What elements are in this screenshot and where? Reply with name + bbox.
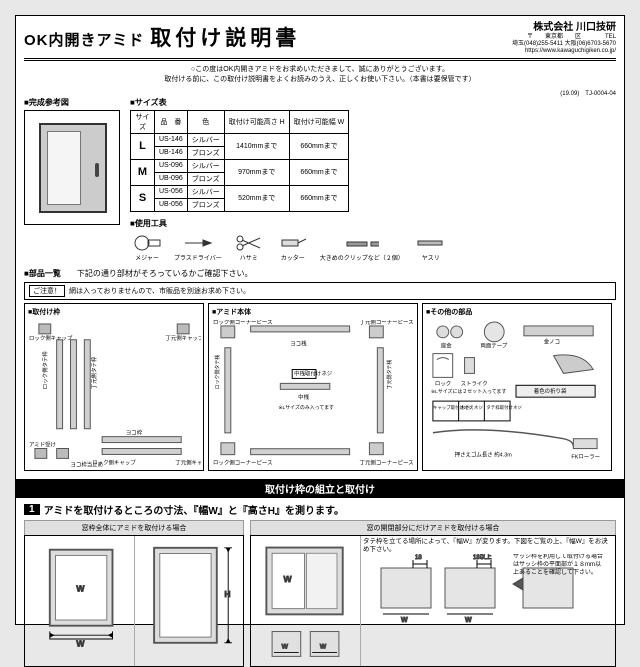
title-block: OK内開きアミド 取付け説明書: [24, 22, 300, 56]
svg-text:W: W: [401, 617, 408, 624]
tool-screwdriver: プラスドライバー: [174, 233, 222, 262]
svg-text:押さえゴム長さ 約4.3m: 押さえゴム長さ 約4.3m: [455, 450, 513, 458]
tool-clip: 大きめのクリップなど（２個）: [320, 233, 404, 262]
size-table: サイズ 品 番 色 取付け可能高さ H 取付け可能幅 W LUS-146シルバー…: [130, 110, 349, 212]
svg-text:中桟: 中桟: [298, 393, 309, 401]
svg-text:FKローラー: FKローラー: [571, 453, 600, 460]
product-name: OK内開きアミド: [24, 29, 144, 50]
svg-text:H: H: [224, 589, 230, 599]
svg-text:金ノコ: 金ノコ: [544, 337, 560, 345]
svg-text:ロック側キャップ: ロック側キャップ: [92, 458, 136, 466]
svg-text:ロック側コーナーピース: ロック側コーナーピース: [213, 458, 273, 466]
svg-text:18: 18: [415, 555, 422, 561]
company-name: 株式会社 川口技研: [512, 22, 616, 34]
case-opening-only: 窓の開閉部分にだけアミドを取付ける場合 W W W: [250, 520, 616, 667]
svg-text:ロック側タテ枠: ロック側タテ枠: [41, 350, 49, 389]
svg-text:W: W: [465, 617, 472, 624]
tool-cutter: カッター: [276, 233, 310, 262]
case-full-window: 窓枠全体にアミドを取付ける場合 W W: [24, 520, 244, 667]
finish-diagram: 完成参考図: [24, 97, 124, 262]
step-1: 1 アミドを取付けるところの寸法、『幅W』と『高さH』を測ります。: [24, 502, 616, 517]
svg-text:W: W: [76, 583, 85, 593]
doc-title: 取付け説明書: [150, 22, 300, 52]
tool-file: ヤスリ: [414, 233, 448, 262]
svg-text:中桟取付けネジ: 中桟取付けネジ: [294, 369, 333, 377]
tool-measure: メジャー: [130, 233, 164, 262]
svg-text:18以上: 18以上: [473, 554, 492, 561]
svg-text:アミド受け: アミド受け: [29, 440, 56, 448]
svg-text:※Lサイズには２セット入ってます: ※Lサイズには２セット入ってます: [431, 388, 506, 395]
svg-text:※Lサイズのみ入ってます: ※Lサイズのみ入ってます: [278, 404, 334, 411]
svg-text:着色の折り袋: 着色の折り袋: [534, 387, 567, 395]
svg-text:W: W: [320, 643, 327, 650]
svg-text:丁元側キャップ: 丁元側キャップ: [175, 458, 201, 466]
svg-text:ロック側タテ桟: ロック側タテ桟: [214, 354, 221, 389]
svg-text:丁元側コーナーピース: 丁元側コーナーピース: [360, 458, 414, 466]
svg-text:ヨコ枠: ヨコ枠: [126, 428, 143, 436]
step-text: アミドを取付けるところの寸法、『幅W』と『高さH』を測ります。: [44, 502, 344, 517]
svg-text:W: W: [284, 573, 293, 583]
header: OK内開きアミド 取付け説明書 株式会社 川口技研 〒 東京都 区 TEL 埼玉…: [24, 22, 616, 61]
case2-note1: タテ枠を立てる場所によって、『幅W』が変ります。下図をご覧の上、『幅W』をお決め…: [363, 538, 613, 555]
size-label: サイズ表: [130, 97, 167, 108]
instruction-sheet: OK内開きアミド 取付け説明書 株式会社 川口技研 〒 東京都 区 TEL 埼玉…: [15, 15, 625, 625]
company-addr2: 埼玉(048)255-5411 大阪(06)6703-5670: [512, 41, 616, 48]
svg-text:丁元側タテ桟: 丁元側タテ桟: [386, 359, 393, 389]
svg-text:座金: 座金: [441, 341, 452, 349]
svg-text:おさえネジ: おさえネジ: [461, 404, 484, 411]
intro-text: ○この度はOK内開きアミドをお求めいただきまして、誠にありがとうございます。 取…: [24, 64, 616, 84]
tool-scissors: ハサミ: [232, 233, 266, 262]
parts-header: 部品一覧 下記の通り部材がそろっているかご確認下さい。: [24, 268, 616, 279]
finish-figure: [24, 110, 120, 225]
finish-label: 完成参考図: [24, 97, 69, 108]
parts-box-frame: 取付け枠 ロック側キャップ 丁元側キャップ ロック側タテ枠 丁元側タテ枠 ヨコ枠…: [24, 303, 204, 471]
tools-section: 使用工具 メジャー プラスドライバー ハサミ カッター 大きめのクリップなど（２…: [130, 218, 616, 262]
svg-text:ヨコ桟: ヨコ桟: [290, 339, 307, 347]
svg-text:ロック側コーナーピース: ロック側コーナーピース: [213, 320, 273, 326]
warning-box: ご注意！網は入っておりませんので、市販品を別途お求め下さい。: [24, 282, 616, 300]
svg-text:丁元側キャップ: 丁元側キャップ: [165, 333, 201, 341]
doc-number: (19.09) TJ-0004-04: [24, 88, 616, 97]
svg-text:タテ枠取付けネジ: タテ枠取付けネジ: [486, 404, 522, 411]
svg-text:W: W: [282, 643, 289, 650]
parts-box-other: その他の部品 座金 両面テープ ロック ストライク ※Lサイズには２セット入って…: [422, 303, 612, 471]
svg-text:丁元側タテ枠: 丁元側タテ枠: [90, 356, 98, 389]
step-number: 1: [24, 504, 40, 515]
company-info: 株式会社 川口技研 〒 東京都 区 TEL 埼玉(048)255-5411 大阪…: [512, 22, 616, 56]
svg-text:丁元側コーナーピース: 丁元側コーナーピース: [360, 320, 414, 326]
parts-boxes: 取付け枠 ロック側キャップ 丁元側キャップ ロック側タテ枠 丁元側タテ枠 ヨコ枠…: [24, 303, 616, 471]
svg-text:ストライク: ストライク: [461, 380, 488, 387]
tools-label: 使用工具: [130, 218, 167, 229]
svg-text:ロック側キャップ: ロック側キャップ: [29, 333, 73, 341]
svg-text:両面テープ: 両面テープ: [480, 342, 507, 349]
section-bar: 取付け枠の組立と取付け: [16, 479, 624, 498]
company-url: https://www.kawaguchigiken.co.jp/: [512, 48, 616, 55]
svg-text:ロック: ロック: [435, 380, 451, 387]
parts-box-body: アミド本体 ロック側コーナーピース 丁元側コーナーピース ヨコ桟 ロック側タテ桟…: [208, 303, 418, 471]
